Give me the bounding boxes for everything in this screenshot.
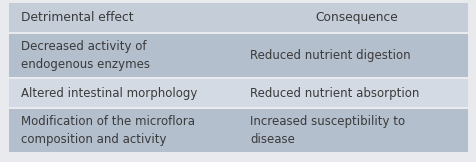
Text: Altered intestinal morphology: Altered intestinal morphology [21,87,197,99]
Bar [9,79,467,107]
Text: Consequence: Consequence [315,11,397,24]
Text: Decreased activity of
endogenous enzymes: Decreased activity of endogenous enzymes [21,40,149,71]
Text: Reduced nutrient absorption: Reduced nutrient absorption [250,87,419,99]
Bar [9,34,467,77]
Text: Modification of the microflora
composition and activity: Modification of the microflora compositi… [21,115,194,146]
Text: Increased susceptibility to
disease: Increased susceptibility to disease [250,115,405,146]
Text: Reduced nutrient digestion: Reduced nutrient digestion [250,49,410,62]
Bar [9,109,467,152]
Bar [9,3,467,32]
Text: Detrimental effect: Detrimental effect [21,11,133,24]
